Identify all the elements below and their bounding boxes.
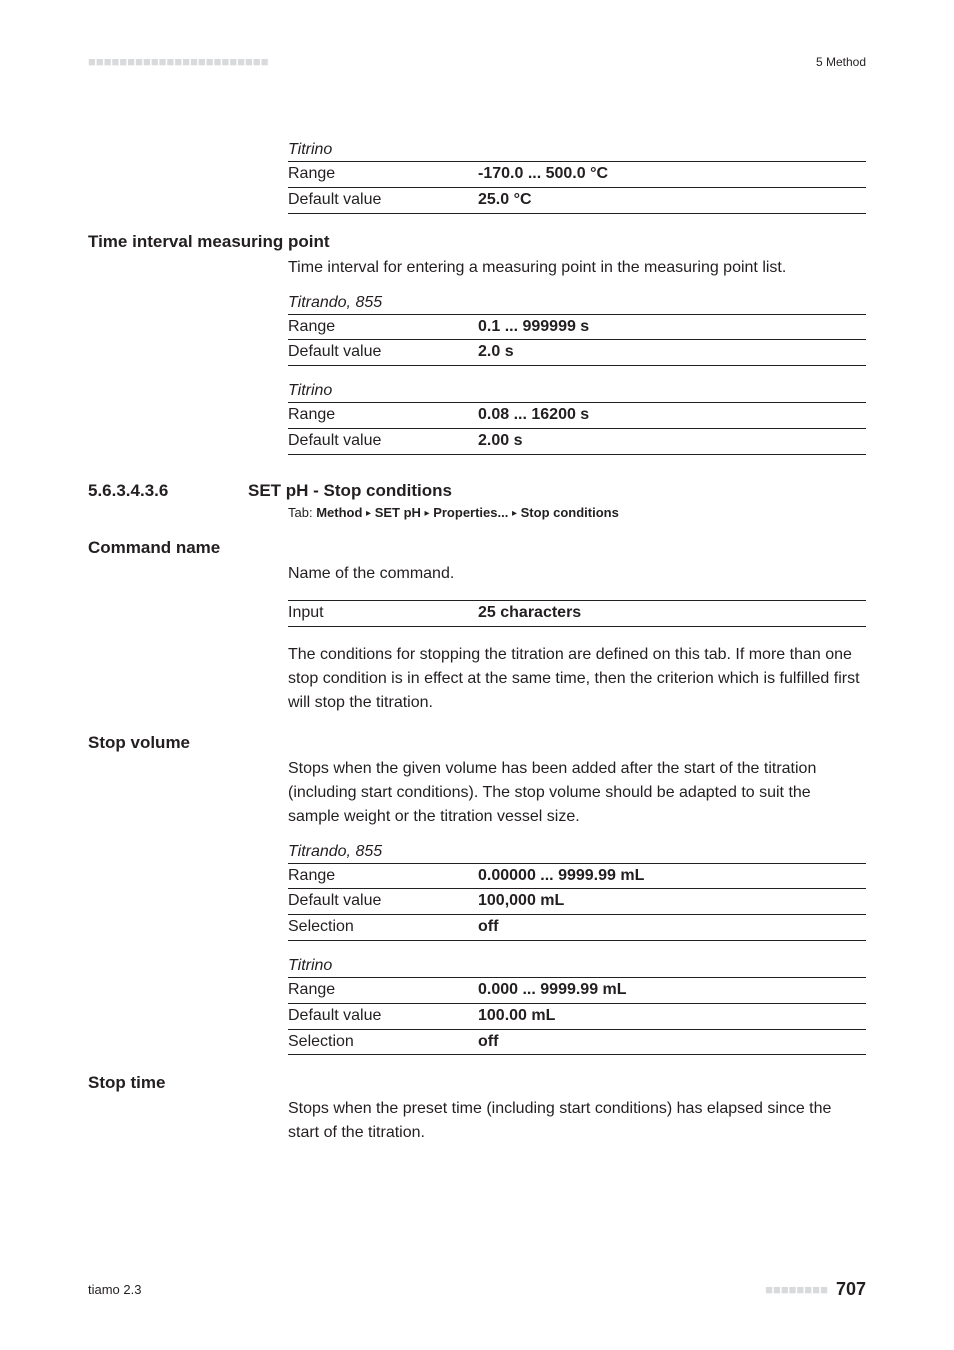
selection-key: Selection <box>288 1030 478 1055</box>
time-interval-title: Time interval measuring point <box>88 232 866 252</box>
default-key: Default value <box>288 889 478 914</box>
divider <box>288 1054 866 1055</box>
titrino-label: Titrino <box>288 382 866 402</box>
default-key: Default value <box>288 340 478 365</box>
range-val: 0.1 ... 999999 s <box>478 315 866 340</box>
selection-key: Selection <box>288 915 478 940</box>
footer-left: tiamo 2.3 <box>88 1282 141 1297</box>
range-key: Range <box>288 403 478 428</box>
range-key: Range <box>288 864 478 889</box>
command-name-input-table: Input 25 characters <box>288 600 866 627</box>
footer-dashes: ■■■■■■■■ <box>765 1282 828 1297</box>
command-name-title: Command name <box>88 538 866 558</box>
divider <box>288 626 866 627</box>
stop-volume-titrino-table: Titrino Range 0.000 ... 9999.99 mL Defau… <box>288 957 866 1055</box>
divider <box>288 365 866 366</box>
range-val: 0.00000 ... 9999.99 mL <box>478 864 866 889</box>
titrino-top-label: Titrino <box>288 141 866 161</box>
selection-val: off <box>478 915 866 940</box>
titrando-label: Titrando, 855 <box>288 843 866 863</box>
divider <box>288 940 866 941</box>
titrino-top-table: Titrino Range -170.0 ... 500.0 °C Defaul… <box>288 141 866 214</box>
tab-label: Tab: <box>288 505 316 520</box>
titrino-label: Titrino <box>288 957 866 977</box>
divider <box>288 213 866 214</box>
default-val: 2.00 s <box>478 429 866 454</box>
subsection-title: SET pH - Stop conditions <box>248 481 452 501</box>
triangle-icon: ▸ <box>512 508 517 519</box>
page-footer: tiamo 2.3 ■■■■■■■■ 707 <box>88 1279 866 1300</box>
time-interval-titrando-table: Titrando, 855 Range 0.1 ... 999999 s Def… <box>288 294 866 367</box>
tab-properties: Properties... <box>433 505 508 520</box>
tab-setph: SET pH <box>375 505 421 520</box>
stop-time-title: Stop time <box>88 1073 866 1093</box>
selection-val: off <box>478 1030 866 1055</box>
tab-breadcrumb: Tab: Method ▸ SET pH ▸ Properties... ▸ S… <box>288 505 866 520</box>
command-name-after: The conditions for stopping the titratio… <box>288 643 866 715</box>
range-key: Range <box>288 162 478 187</box>
default-val: 100,000 mL <box>478 889 866 914</box>
header-section-label: 5 Method <box>816 55 866 69</box>
time-interval-titrino-table: Titrino Range 0.08 ... 16200 s Default v… <box>288 382 866 455</box>
triangle-icon: ▸ <box>425 508 430 519</box>
range-key: Range <box>288 978 478 1003</box>
range-val: -170.0 ... 500.0 °C <box>478 162 866 187</box>
range-key: Range <box>288 315 478 340</box>
default-key: Default value <box>288 188 478 213</box>
divider <box>288 454 866 455</box>
default-val: 100.00 mL <box>478 1004 866 1029</box>
range-val: 0.08 ... 16200 s <box>478 403 866 428</box>
titrando-label: Titrando, 855 <box>288 294 866 314</box>
stop-volume-titrando-table: Titrando, 855 Range 0.00000 ... 9999.99 … <box>288 843 866 941</box>
default-val: 2.0 s <box>478 340 866 365</box>
triangle-icon: ▸ <box>366 508 371 519</box>
default-key: Default value <box>288 429 478 454</box>
command-name-desc: Name of the command. <box>288 562 866 586</box>
time-interval-desc: Time interval for entering a measuring p… <box>288 256 866 280</box>
header-dashes: ■■■■■■■■■■■■■■■■■■■■■■■ <box>88 54 269 69</box>
default-key: Default value <box>288 1004 478 1029</box>
footer-page-number: 707 <box>836 1279 866 1300</box>
stop-volume-title: Stop volume <box>88 733 866 753</box>
input-val: 25 characters <box>478 601 866 626</box>
default-val: 25.0 °C <box>478 188 866 213</box>
stop-time-desc: Stops when the preset time (including st… <box>288 1097 866 1145</box>
page-header: ■■■■■■■■■■■■■■■■■■■■■■■ 5 Method <box>88 54 866 69</box>
stop-volume-desc: Stops when the given volume has been add… <box>288 757 866 829</box>
input-key: Input <box>288 601 478 626</box>
subsection-number: 5.6.3.4.3.6 <box>88 481 248 501</box>
range-val: 0.000 ... 9999.99 mL <box>478 978 866 1003</box>
tab-method: Method <box>316 505 362 520</box>
tab-stopconditions: Stop conditions <box>521 505 619 520</box>
subsection-header: 5.6.3.4.3.6 SET pH - Stop conditions <box>88 481 866 501</box>
